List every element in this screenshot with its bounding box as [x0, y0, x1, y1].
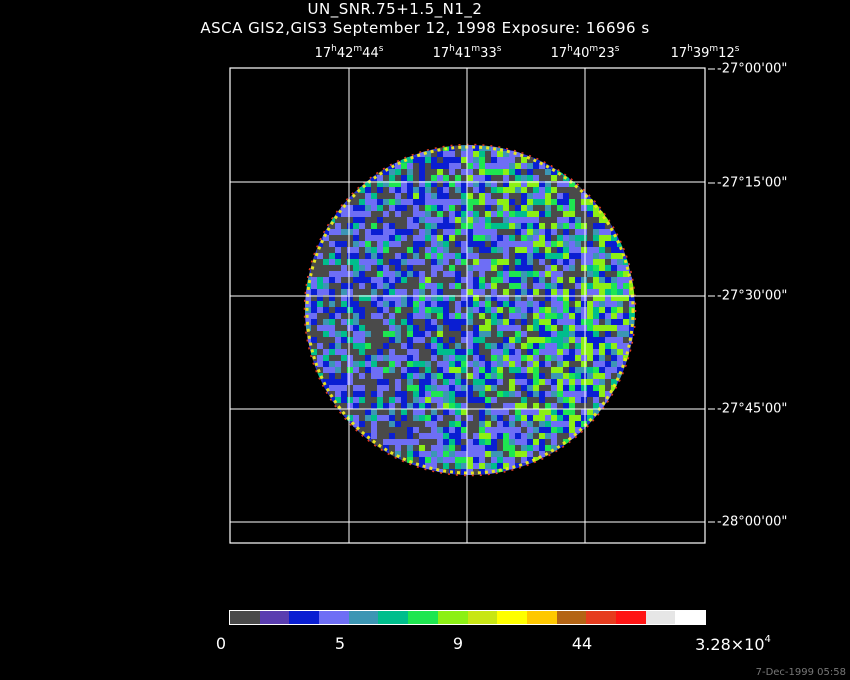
colorbar-swatch [556, 611, 587, 624]
ra-label: 17h40m23s [550, 44, 620, 61]
colorbar-swatch [615, 611, 646, 624]
dec-label: -27°15'00" [708, 176, 787, 191]
dec-label: -27°45'00" [708, 402, 787, 417]
colorbar-tick-label: 0 [215, 634, 227, 653]
dec-label: -27°00'00" [708, 62, 787, 77]
coordinate-grid [230, 68, 705, 543]
colorbar-swatch [348, 611, 379, 624]
colorbar-swatch [467, 611, 498, 624]
detector-rim [305, 145, 635, 475]
colorbar-swatch [526, 611, 557, 624]
colorbar-swatch [319, 611, 349, 624]
ra-label: 17h42m44s [314, 44, 384, 61]
image-subtitle: ASCA GIS2,GIS3 September 12, 1998 Exposu… [200, 19, 650, 37]
colorbar-swatch [675, 611, 705, 624]
colorbar-swatch [289, 611, 320, 624]
timestamp: 7-Dec-1999 05:58 [755, 667, 846, 678]
colorbar-tick-label: 5 [334, 634, 346, 653]
colorbar-max-label: 3.28×104 [695, 634, 771, 654]
colorbar-swatch [586, 611, 616, 624]
colorbar-swatch [408, 611, 438, 624]
ra-label: 17h39m12s [670, 44, 740, 61]
image-title: UN_SNR.75+1.5_N1_2 [307, 0, 483, 18]
ra-label: 17h41m33s [432, 44, 502, 61]
dec-label: -27°30'00" [708, 289, 787, 304]
colorbar [229, 610, 706, 625]
colorbar-swatch [259, 611, 290, 624]
colorbar-tick-label: 44 [571, 634, 593, 653]
detector-rim-outer [303, 143, 637, 477]
colorbar-swatch [497, 611, 527, 624]
dec-label: -28°00'00" [708, 515, 787, 530]
colorbar-swatch [437, 611, 468, 624]
colorbar-tick-label: 9 [452, 634, 464, 653]
colorbar-swatch [645, 611, 676, 624]
colorbar-swatch [230, 611, 260, 624]
detector-field-image [305, 145, 635, 475]
colorbar-swatch [378, 611, 409, 624]
